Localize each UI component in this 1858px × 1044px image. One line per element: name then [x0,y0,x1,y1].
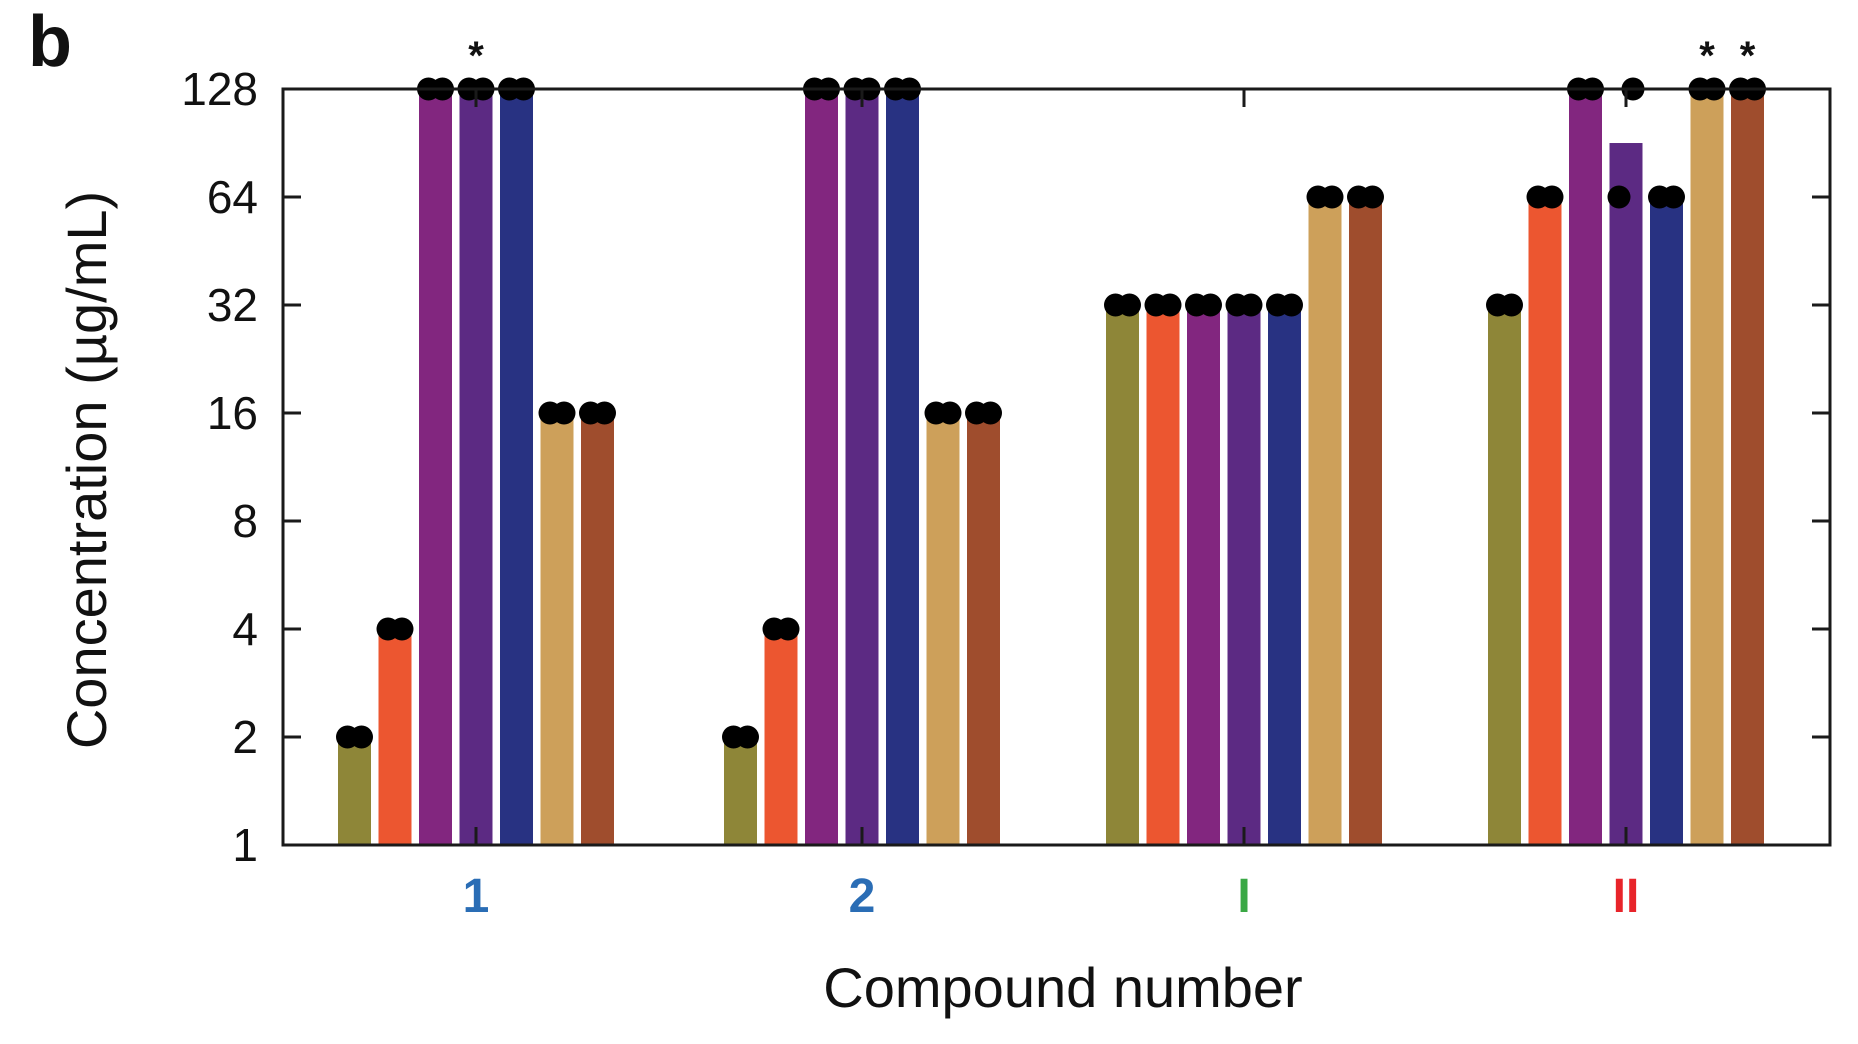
bar [1349,197,1382,845]
replicate-point [552,401,576,425]
bar [378,629,412,845]
replicate-point [1158,293,1182,317]
significance-star: * [1740,34,1756,78]
bar [581,413,614,845]
x-tick-label: I [1237,870,1250,923]
bar [540,413,574,845]
replicate-point [593,401,616,425]
y-tick-label: 8 [232,495,258,547]
bar [1106,305,1139,845]
bar [1731,89,1764,845]
panel-label: b [28,2,72,82]
bar [724,737,757,845]
replicate-point [938,401,962,425]
y-ticks-layer: 1 2 4 8 16 32 64 128 [181,63,1830,871]
replicate-point [1540,185,1564,209]
replicate-point [1500,293,1523,317]
bar [1609,143,1643,845]
y-axis-label: Concentration (µg/mL) [55,191,118,749]
bar [926,413,960,845]
plot-frame [281,87,1832,847]
bar [845,89,879,845]
bar [1146,305,1180,845]
bar [886,89,919,845]
replicate-point [390,617,414,641]
replicate-point [1118,293,1141,317]
bar [419,89,452,845]
y-tick-label: 4 [232,603,258,655]
replicate-point [1199,293,1222,317]
bar [1268,305,1301,845]
x-tick-label: 2 [849,870,876,923]
bar [1690,89,1724,845]
bar [1308,197,1342,845]
bar [1187,305,1220,845]
replicate-point [1662,185,1685,209]
bar [1569,89,1602,845]
stars-layer: * * * [468,34,1756,78]
bars-layer [338,89,1764,845]
significance-star: * [468,34,484,78]
x-ticks-layer: 1 2 I II [463,89,1640,923]
significance-star: * [1699,34,1715,78]
replicate-point [979,401,1002,425]
bar [764,629,798,845]
y-tick-label: 32 [207,279,258,331]
y-tick-label: 128 [181,63,258,115]
x-axis-label: Compound number [823,956,1302,1019]
bar [967,413,1000,845]
replicate-point [736,725,759,749]
replicate-point [1361,185,1384,209]
x-tick-label: 1 [463,870,490,923]
replicate-point [1320,185,1344,209]
y-tick-label: 16 [207,387,258,439]
bar [1650,197,1683,845]
bar [1528,197,1562,845]
replicate-point [1239,293,1263,317]
y-tick-label: 2 [232,711,258,763]
bar [500,89,533,845]
bar [459,89,493,845]
x-tick-label: II [1613,870,1640,923]
replicate-point [1280,293,1303,317]
replicate-point [350,725,373,749]
bar [1227,305,1261,845]
y-tick-label: 64 [207,171,258,223]
bar [1488,305,1521,845]
y-tick-label: 1 [232,819,258,871]
bar [338,737,371,845]
bar [805,89,838,845]
replicate-point [1607,185,1631,209]
replicate-point [776,617,800,641]
